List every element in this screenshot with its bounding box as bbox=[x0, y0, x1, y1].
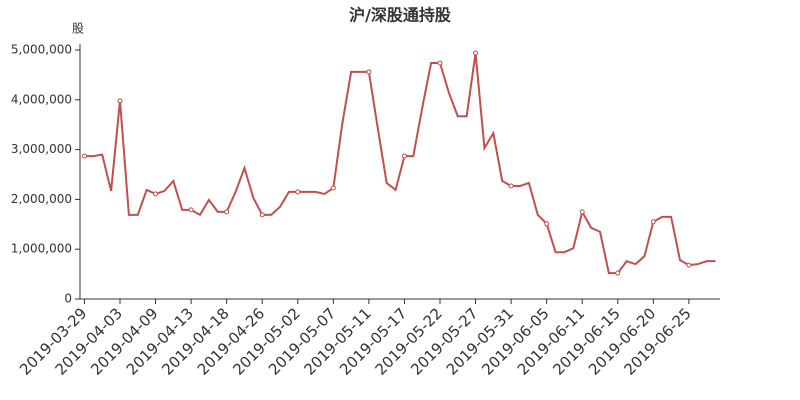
point bbox=[259, 212, 265, 218]
point bbox=[437, 60, 443, 66]
y-tick-label: 4,000,000 bbox=[11, 92, 72, 106]
y-tick-label: 2,000,000 bbox=[11, 192, 72, 206]
point bbox=[295, 189, 301, 195]
point bbox=[544, 221, 550, 227]
point bbox=[153, 191, 159, 197]
point bbox=[615, 270, 621, 276]
point bbox=[508, 183, 514, 189]
point bbox=[686, 262, 692, 268]
y-tick-label: 0 bbox=[64, 292, 72, 306]
y-axis-label: 股 bbox=[72, 22, 84, 36]
line bbox=[84, 52, 716, 275]
point bbox=[366, 69, 372, 75]
point bbox=[81, 153, 87, 159]
point bbox=[401, 153, 407, 159]
point bbox=[224, 209, 230, 215]
y-tick-label: 1,000,000 bbox=[11, 242, 72, 256]
point bbox=[117, 98, 123, 104]
y-tick-label: 5,000,000 bbox=[11, 43, 72, 57]
point bbox=[330, 185, 336, 191]
point bbox=[650, 219, 656, 225]
point bbox=[188, 207, 194, 213]
point bbox=[579, 209, 585, 215]
y-tick-label: 3,000,000 bbox=[11, 142, 72, 156]
point bbox=[473, 50, 479, 56]
chart-title: 沪/深股通持股 bbox=[349, 6, 452, 25]
